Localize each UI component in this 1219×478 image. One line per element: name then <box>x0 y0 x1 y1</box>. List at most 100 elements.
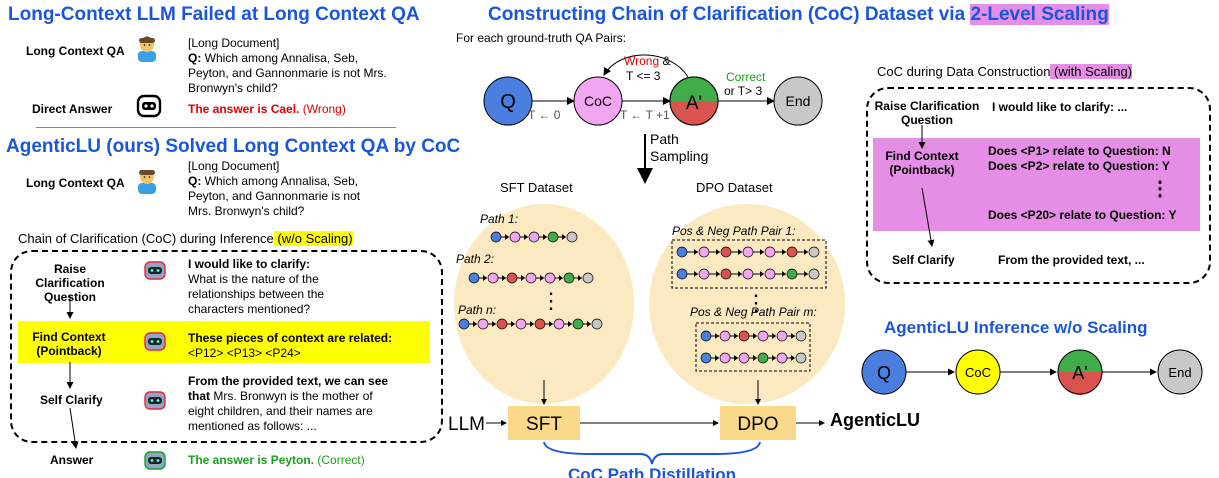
dpo-pairm-neg-arrowhead <box>753 355 757 361</box>
dpo-pair1-pos-arrowhead <box>738 249 742 255</box>
left-flow-arrows <box>66 295 79 449</box>
sft-path-2-node <box>582 272 594 284</box>
sft-path-2-arrowhead <box>559 275 563 281</box>
long-document-tag-2: [Long Document] <box>188 159 280 173</box>
path1-label: Path 1: <box>480 212 518 226</box>
step3-line2-text: Mrs. Bronwyn is the mother of <box>210 389 373 403</box>
sft-paths <box>458 231 603 330</box>
inference-title: AgenticLU Inference w/o Scaling <box>884 318 1148 337</box>
dpo-pair1-neg-arrowhead <box>694 271 698 277</box>
sft-path-1-node <box>547 231 559 243</box>
sft-path-n-arrowhead <box>587 321 591 327</box>
dpo-pairm-pos-node <box>719 330 731 342</box>
direct-answer-verdict: (Wrong) <box>299 102 346 116</box>
pairm-label: Pos & Neg Path Pair m: <box>690 305 817 319</box>
dpo-pair1-pos-node <box>720 246 732 258</box>
question-line-3: Bronwyn's child? <box>188 81 278 95</box>
sft-path-1-node <box>528 231 540 243</box>
edge-loop <box>603 54 689 78</box>
sft-path-2-node <box>487 272 499 284</box>
node-end-label: End <box>786 93 811 109</box>
right-header-text: CoC during Data Construction <box>877 64 1051 79</box>
node-q-label: Q <box>500 91 516 113</box>
edge-tinc: T ← T +1 <box>620 108 670 122</box>
q-prefix-2: Q: <box>188 174 202 188</box>
right-find-context-label: Find Context (Pointback) <box>885 149 959 177</box>
step2-bold: These pieces of context are related: <box>188 331 393 345</box>
left-bottom-title: AgenticLU (ours) Solved Long Context QA … <box>6 136 461 157</box>
llm-label: LLM <box>448 414 485 435</box>
q-line1b-text: Which among Annalisa, Seb, <box>201 174 359 188</box>
sft-path-n-arrowhead <box>492 321 496 327</box>
dpo-pair1-neg <box>676 268 820 280</box>
dpo-pair1-neg-arrowhead <box>738 271 742 277</box>
inference-flow: Q CoC A' End <box>861 349 1203 395</box>
node-end <box>773 76 823 126</box>
dpo-pair1-neg-arrowhead <box>804 271 808 277</box>
sft-path-n-node <box>496 318 508 330</box>
sft-path-2-node <box>563 272 575 284</box>
pairm-box <box>695 322 811 372</box>
question-line-3b: Mrs. Bronwyn's child? <box>188 204 305 218</box>
pair1-box <box>671 239 827 289</box>
dpo-pair1-neg-node <box>742 268 754 280</box>
middle-diagram: Q T ← 0 CoC T ← T +1 A' Wrong & T <= 3 C… <box>448 54 845 478</box>
right-step1-text: I would like to clarify: ... <box>992 100 1128 114</box>
dpo-pairm-neg-arrowhead <box>791 355 795 361</box>
dpo-pairm-neg-node <box>795 352 807 364</box>
correct-text: Correct <box>726 70 766 84</box>
dpo-pair1-pos <box>676 246 820 258</box>
node-a <box>669 76 719 126</box>
long-context-qa-label: Long Context QA <box>26 44 125 58</box>
find-context-label: Find Context (Pointback) <box>32 330 106 358</box>
agenticlu-output: AgenticLU <box>830 410 920 430</box>
dpo-pair1-pos-arrowhead <box>782 249 786 255</box>
inf-node-a <box>1057 349 1103 395</box>
node-coc-label: CoC <box>584 93 612 109</box>
sft-path-2-node <box>544 272 556 284</box>
dpo-pairm-pos-node <box>757 330 769 342</box>
step3-line4: mentioned as follows: ... <box>188 419 317 433</box>
dpo-pair1-neg-node <box>698 268 710 280</box>
step1-line2: relationships between the <box>188 287 325 301</box>
long-document-tag: [Long Document] <box>188 36 280 50</box>
sft-path-2-node <box>525 272 537 284</box>
dpo-pair1-neg-arrowhead <box>782 271 786 277</box>
direct-answer-label: Direct Answer <box>32 102 113 116</box>
right-raise-label: Raise Clarification Question <box>874 99 980 127</box>
sft-box <box>508 406 580 440</box>
dpo-pair1-neg-arrowhead <box>760 271 764 277</box>
dpo-pairm-neg-node <box>738 352 750 364</box>
dpo-pairm-pos-arrowhead <box>734 333 738 339</box>
sft-path-1-node <box>509 231 521 243</box>
wrong-text: Wrong <box>624 54 659 68</box>
rel-line-1: Does <P1> relate to Question: N <box>988 144 1171 158</box>
sft-path-n-node <box>534 318 546 330</box>
coc-construction-box <box>866 87 1211 284</box>
dpo-pairm-neg-node <box>700 352 712 364</box>
rel-line-2: Does <P2> relate to Question: Y <box>988 159 1170 173</box>
sft-path-2 <box>468 272 594 284</box>
step1-bold: I would like to clarify: <box>188 257 311 271</box>
pathn-label: Path n: <box>458 303 496 317</box>
sft-path-n-arrowhead <box>568 321 572 327</box>
dpo-pairm-pos-arrowhead <box>715 333 719 339</box>
right-header: CoC during Data Construction (with Scali… <box>877 64 1133 79</box>
sft-path-n-node <box>591 318 603 330</box>
sft-path-n-node <box>572 318 584 330</box>
wrong-cond: T <= 3 <box>626 69 661 83</box>
sft-path-2-arrowhead <box>521 275 525 281</box>
inf-node-end-label: End <box>1168 365 1191 380</box>
robot-icon <box>144 391 166 410</box>
correct-cond: or T> 3 <box>724 84 762 98</box>
sft-path-1 <box>490 231 578 243</box>
long-context-qa-label-2: Long Context QA <box>26 176 125 190</box>
step3-bold-1: From the provided text, we can see <box>188 374 389 388</box>
question-line-1: Q: Which among Annalisa, Seb, <box>188 51 358 66</box>
question-line-2: Peyton, and Gannonmarie is not Mrs. <box>188 66 387 80</box>
edge-t0: T ← 0 <box>528 108 561 122</box>
dpo-pairm-neg-node <box>757 352 769 364</box>
inf-node-a-label: A' <box>1072 363 1087 383</box>
question-line-2b: Peyton, and Gannonmarie is not <box>188 189 361 203</box>
sft-path-2-arrowhead <box>578 275 582 281</box>
